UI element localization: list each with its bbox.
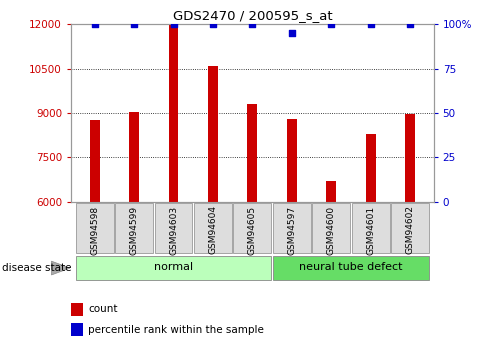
Text: count: count [88,304,118,314]
Text: GSM94602: GSM94602 [406,205,415,255]
Bar [208,66,218,202]
Bar [247,104,257,202]
Text: GSM94599: GSM94599 [130,205,139,255]
Polygon shape [51,261,70,275]
FancyBboxPatch shape [194,203,232,253]
Point [91,21,98,27]
Point [248,21,256,27]
Text: disease state: disease state [2,263,72,273]
Point [209,21,217,27]
Bar [129,111,139,202]
Text: GSM94597: GSM94597 [287,205,296,255]
Title: GDS2470 / 200595_s_at: GDS2470 / 200595_s_at [172,9,332,22]
Text: GSM94601: GSM94601 [366,205,375,255]
Text: GSM94605: GSM94605 [248,205,257,255]
Point [406,21,414,27]
FancyBboxPatch shape [233,203,271,253]
Text: neural tube defect: neural tube defect [299,262,403,272]
Point [327,21,335,27]
Text: GSM94600: GSM94600 [327,205,336,255]
FancyBboxPatch shape [115,203,153,253]
Text: GSM94604: GSM94604 [208,205,218,255]
Point [130,21,138,27]
Text: normal: normal [154,262,193,272]
Text: percentile rank within the sample: percentile rank within the sample [88,325,264,335]
Bar [287,119,296,202]
Bar [326,181,336,202]
Text: GSM94603: GSM94603 [169,205,178,255]
Point [367,21,374,27]
FancyBboxPatch shape [155,203,193,253]
Bar [366,134,375,202]
FancyBboxPatch shape [391,203,429,253]
FancyBboxPatch shape [76,256,271,280]
Text: GSM94598: GSM94598 [90,205,99,255]
Point [288,30,295,36]
FancyBboxPatch shape [312,203,350,253]
FancyBboxPatch shape [76,203,114,253]
Bar [90,120,99,202]
Point [170,21,177,27]
Bar [169,24,178,202]
FancyBboxPatch shape [273,256,429,280]
Bar [405,115,415,202]
FancyBboxPatch shape [352,203,390,253]
FancyBboxPatch shape [273,203,311,253]
